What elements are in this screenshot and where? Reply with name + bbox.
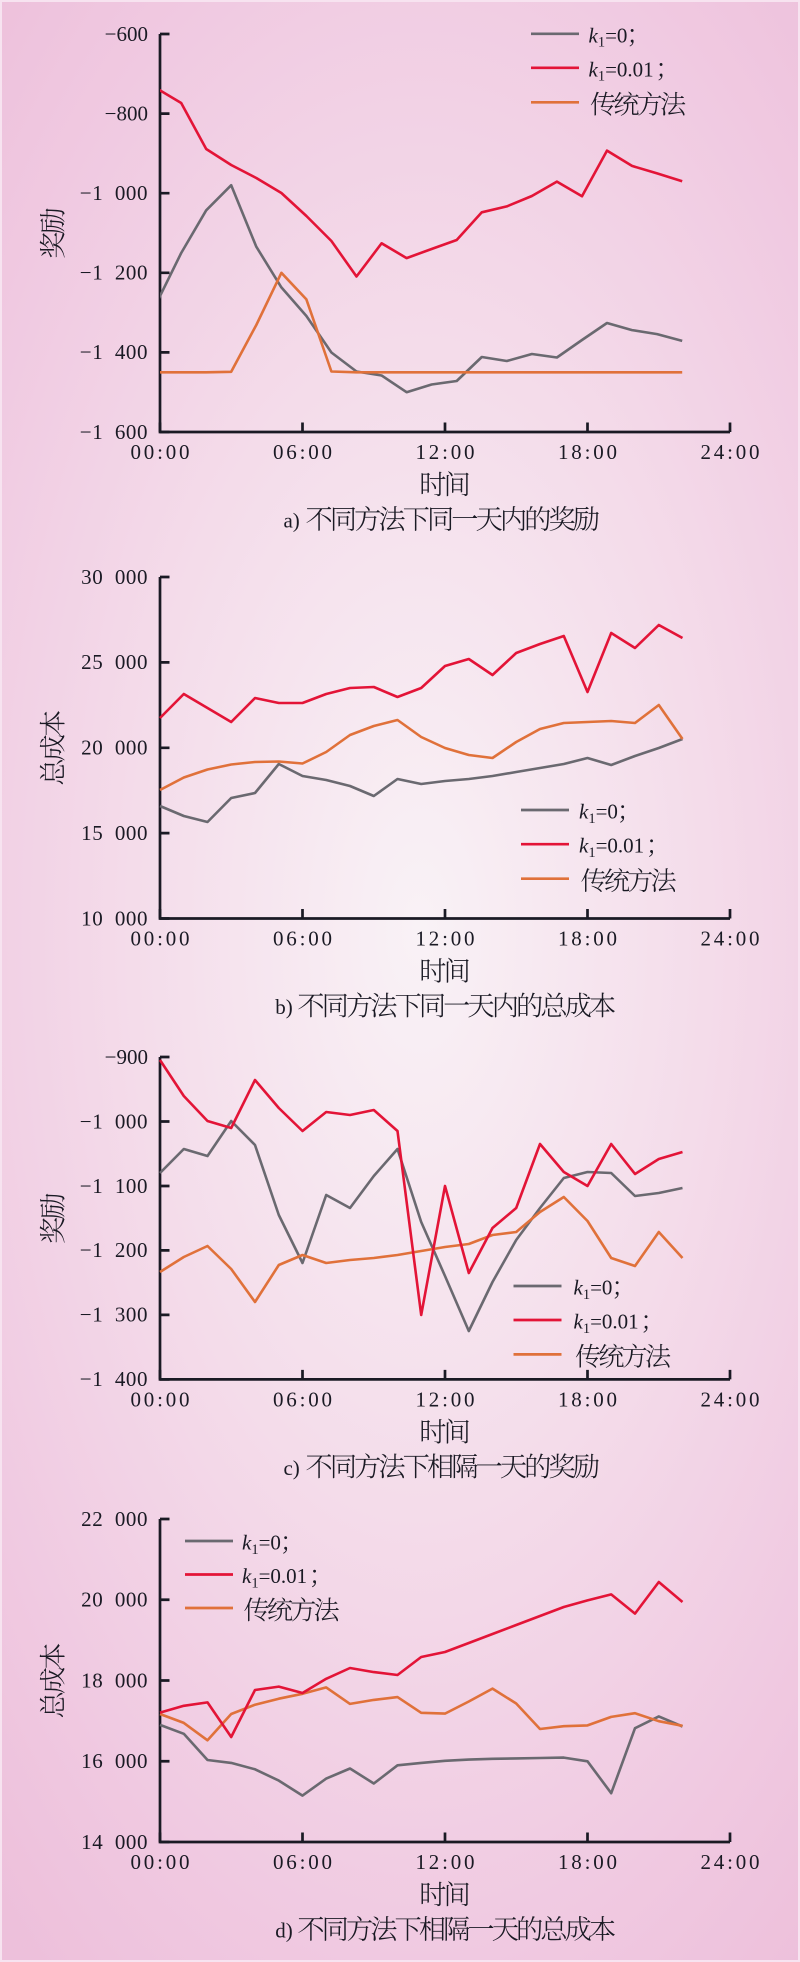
svg-text:10 000: 10 000 bbox=[81, 906, 148, 930]
svg-text:20 000: 20 000 bbox=[81, 736, 148, 760]
svg-text:12:00: 12:00 bbox=[416, 927, 475, 951]
svg-text:−1 200: −1 200 bbox=[80, 261, 148, 285]
svg-text:k1=0: k1=0 bbox=[574, 1276, 613, 1303]
svg-text:12:00: 12:00 bbox=[416, 440, 475, 464]
svg-text:18:00: 18:00 bbox=[558, 927, 617, 951]
svg-text:k1=0.01: k1=0.01 bbox=[589, 57, 654, 84]
svg-text:a): a) bbox=[283, 509, 299, 533]
svg-text:18:00: 18:00 bbox=[558, 440, 617, 464]
svg-text:30 000: 30 000 bbox=[81, 565, 148, 589]
svg-text:−1 000: −1 000 bbox=[80, 1109, 148, 1133]
svg-text:14 000: 14 000 bbox=[81, 1830, 148, 1854]
svg-text:−1 300: −1 300 bbox=[80, 1303, 148, 1327]
svg-text:−800: −800 bbox=[105, 101, 148, 125]
svg-text:00:00: 00:00 bbox=[131, 927, 190, 951]
svg-text:k1=0: k1=0 bbox=[242, 1531, 281, 1558]
svg-text:25 000: 25 000 bbox=[81, 650, 148, 674]
svg-text:−1 400: −1 400 bbox=[80, 1367, 148, 1391]
svg-text:06:00: 06:00 bbox=[273, 927, 332, 951]
svg-text:24:00: 24:00 bbox=[701, 927, 760, 951]
svg-text:18 000: 18 000 bbox=[81, 1668, 148, 1692]
svg-text:d): d) bbox=[275, 1919, 293, 1943]
svg-text:c): c) bbox=[283, 1456, 299, 1480]
svg-text:k1=0.01: k1=0.01 bbox=[574, 1310, 639, 1337]
svg-text:06:00: 06:00 bbox=[273, 440, 332, 464]
svg-text:18:00: 18:00 bbox=[558, 1850, 617, 1874]
svg-text:24:00: 24:00 bbox=[701, 440, 760, 464]
svg-text:−1 200: −1 200 bbox=[80, 1238, 148, 1262]
svg-text:−900: −900 bbox=[105, 1045, 148, 1069]
svg-text:−600: −600 bbox=[105, 22, 148, 46]
svg-text:b): b) bbox=[275, 995, 293, 1019]
svg-text:−1 600: −1 600 bbox=[80, 420, 148, 444]
svg-text:−1 400: −1 400 bbox=[80, 340, 148, 364]
svg-text:12:00: 12:00 bbox=[416, 1850, 475, 1874]
svg-text:06:00: 06:00 bbox=[273, 1387, 332, 1411]
svg-text:24:00: 24:00 bbox=[701, 1850, 760, 1874]
svg-text:20 000: 20 000 bbox=[81, 1588, 148, 1612]
svg-text:16 000: 16 000 bbox=[81, 1749, 148, 1773]
svg-text:15 000: 15 000 bbox=[81, 821, 148, 845]
svg-text:k1=0: k1=0 bbox=[579, 800, 618, 827]
svg-text:k1=0.01: k1=0.01 bbox=[242, 1564, 307, 1591]
svg-text:12:00: 12:00 bbox=[416, 1387, 475, 1411]
svg-text:22 000: 22 000 bbox=[81, 1507, 148, 1531]
svg-text:18:00: 18:00 bbox=[558, 1387, 617, 1411]
svg-text:k1=0.01: k1=0.01 bbox=[579, 834, 644, 861]
svg-text:−1 000: −1 000 bbox=[80, 181, 148, 205]
svg-text:k1=0: k1=0 bbox=[589, 23, 628, 50]
svg-text:00:00: 00:00 bbox=[131, 1387, 190, 1411]
svg-text:06:00: 06:00 bbox=[273, 1850, 332, 1874]
svg-text:−1 100: −1 100 bbox=[80, 1174, 148, 1198]
svg-text:24:00: 24:00 bbox=[701, 1387, 760, 1411]
svg-text:00:00: 00:00 bbox=[131, 440, 190, 464]
svg-text:00:00: 00:00 bbox=[131, 1850, 190, 1874]
